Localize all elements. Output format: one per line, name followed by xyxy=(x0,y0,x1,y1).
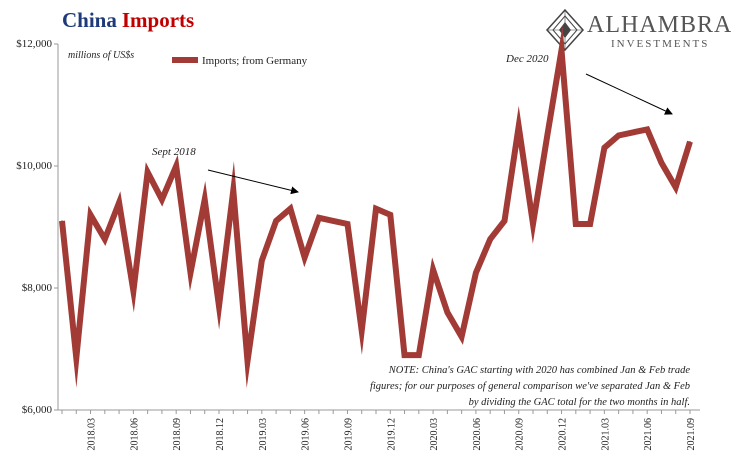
data-point xyxy=(603,147,605,149)
chart-title: China Imports xyxy=(62,8,194,33)
title-part-china: China xyxy=(62,8,117,32)
y-tick-label: $12,000 xyxy=(16,38,52,50)
data-point xyxy=(118,202,120,204)
data-point xyxy=(189,272,192,274)
data-point xyxy=(660,162,663,164)
annotation-sept-2018: Sept 2018 xyxy=(152,146,196,158)
note-line-3: by dividing the GAC total for the two mo… xyxy=(469,397,690,408)
note-line-1: NOTE: China's GAC starting with 2020 has… xyxy=(388,365,691,376)
data-point xyxy=(204,198,206,201)
data-point xyxy=(232,189,234,191)
data-point xyxy=(104,238,106,240)
x-tick-label: 2018.06 xyxy=(129,418,140,451)
data-point xyxy=(346,223,349,225)
data-point xyxy=(332,220,334,222)
annotation-dec-2020: Dec 2020 xyxy=(505,53,549,65)
logo-name: ALHAMBRA xyxy=(587,12,731,38)
data-point xyxy=(503,220,506,222)
data-point xyxy=(147,171,149,173)
x-tick-label: 2019.03 xyxy=(258,418,269,451)
x-tick-label: 2019.12 xyxy=(386,418,397,451)
y-tick-label: $8,000 xyxy=(22,282,53,294)
data-point xyxy=(275,220,277,222)
data-point xyxy=(489,238,491,240)
series-line-imports-germany xyxy=(59,25,693,389)
legend-label: Imports; from Germany xyxy=(202,55,308,67)
data-point xyxy=(289,208,291,210)
logo-subtitle: INVESTMENTS xyxy=(611,38,710,50)
x-tick-label: 2021.06 xyxy=(643,418,654,451)
x-tick-label: 2021.09 xyxy=(686,418,697,451)
data-point xyxy=(446,311,448,313)
title-part-imports: Imports xyxy=(121,8,195,32)
data-point xyxy=(589,223,591,225)
data-point xyxy=(304,256,306,259)
data-point xyxy=(418,354,420,356)
data-point xyxy=(518,125,520,127)
y-tick-label: $10,000 xyxy=(16,160,52,172)
note-line-2: figures; for our purposes of general com… xyxy=(370,381,690,392)
arrow-dec-2020 xyxy=(585,73,673,115)
y-axis-unit-label: millions of US$s xyxy=(68,50,134,61)
data-point xyxy=(361,330,363,332)
alhambra-logo: ALHAMBRA INVESTMENTS xyxy=(545,8,731,52)
data-point xyxy=(61,220,63,222)
data-point xyxy=(475,272,477,274)
data-point xyxy=(546,134,548,137)
x-tick-label: 2020.06 xyxy=(472,418,483,451)
data-point xyxy=(75,357,77,359)
data-point xyxy=(318,217,320,219)
data-point xyxy=(132,290,134,292)
x-tick-label: 2020.03 xyxy=(429,418,440,451)
data-point xyxy=(218,305,220,307)
x-tick-label: 2019.06 xyxy=(301,418,312,451)
y-tick-label: $6,000 xyxy=(22,404,53,416)
x-tick-label: 2020.12 xyxy=(558,418,569,451)
data-point xyxy=(675,186,677,188)
data-point xyxy=(461,336,463,338)
data-point xyxy=(246,360,249,362)
x-tick-label: 2018.09 xyxy=(172,418,183,451)
data-point xyxy=(532,223,534,225)
x-tick-label: 2018.12 xyxy=(215,418,226,451)
data-point xyxy=(646,128,648,130)
data-point xyxy=(89,214,92,216)
data-point xyxy=(689,141,691,143)
data-point xyxy=(432,269,434,271)
data-point xyxy=(261,259,263,262)
data-point xyxy=(575,223,577,225)
data-point xyxy=(632,131,634,134)
x-tick-label: 2018.03 xyxy=(87,418,98,451)
data-point xyxy=(403,354,406,356)
data-point xyxy=(175,165,177,167)
data-point xyxy=(618,134,620,137)
data-point xyxy=(375,208,377,210)
data-point xyxy=(560,49,563,51)
data-point xyxy=(161,198,163,201)
arrow-sept-2018 xyxy=(207,169,299,195)
x-tick-label: 2019.09 xyxy=(343,418,354,451)
data-point xyxy=(389,214,391,216)
x-tick-label: 2021.03 xyxy=(600,418,611,451)
x-tick-label: 2020.09 xyxy=(515,418,526,451)
